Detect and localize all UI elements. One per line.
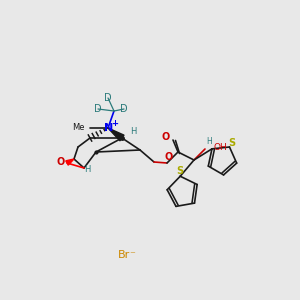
Text: S: S — [176, 166, 183, 176]
Text: +: + — [112, 118, 118, 127]
Text: ⁻: ⁻ — [129, 250, 135, 260]
Text: O: O — [165, 152, 173, 162]
Text: S: S — [228, 138, 236, 148]
Text: O: O — [162, 132, 170, 142]
Text: H: H — [84, 164, 90, 173]
Polygon shape — [108, 128, 124, 141]
Text: H: H — [206, 137, 212, 146]
Text: D: D — [120, 104, 128, 114]
Text: N: N — [104, 123, 114, 133]
Text: O: O — [57, 157, 65, 167]
Text: OH: OH — [214, 143, 228, 152]
Text: H: H — [130, 127, 136, 136]
Text: D: D — [104, 93, 112, 103]
Polygon shape — [66, 159, 74, 165]
Text: Br: Br — [118, 250, 130, 260]
Text: D: D — [94, 104, 102, 114]
Text: Me: Me — [73, 122, 85, 131]
